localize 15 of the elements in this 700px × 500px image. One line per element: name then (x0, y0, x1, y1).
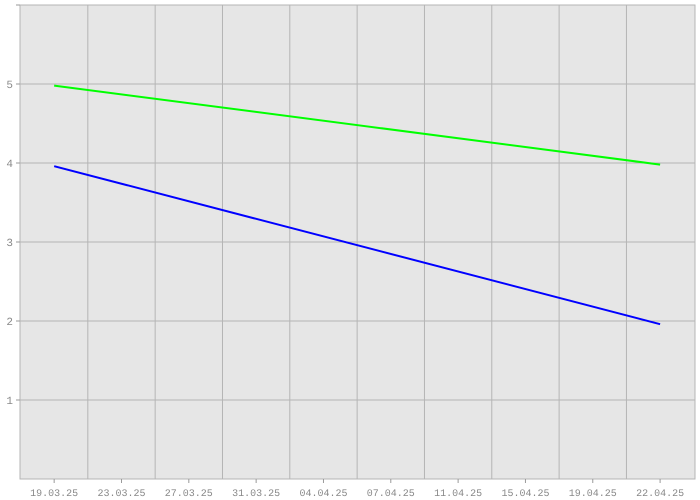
x-tick-label: 23.03.25 (97, 489, 146, 500)
x-tick-label: 15.04.25 (501, 489, 550, 500)
y-tick-label: 4 (6, 159, 14, 171)
x-tick-label: 07.04.25 (366, 489, 415, 500)
x-tick-label: 27.03.25 (164, 489, 213, 500)
x-tick-label: 22.04.25 (636, 489, 684, 500)
y-tick-label: 5 (6, 80, 13, 92)
y-tick-label: 3 (6, 238, 13, 250)
x-tick-label: 11.04.25 (434, 489, 482, 500)
x-tick-label: 31.03.25 (232, 489, 280, 500)
x-tick-label: 19.04.25 (568, 489, 617, 500)
x-tick-label: 19.03.25 (30, 489, 78, 500)
y-tick-label: 1 (6, 396, 14, 408)
y-tick-label: 2 (6, 317, 13, 329)
x-tick-label: 04.04.25 (299, 489, 348, 500)
